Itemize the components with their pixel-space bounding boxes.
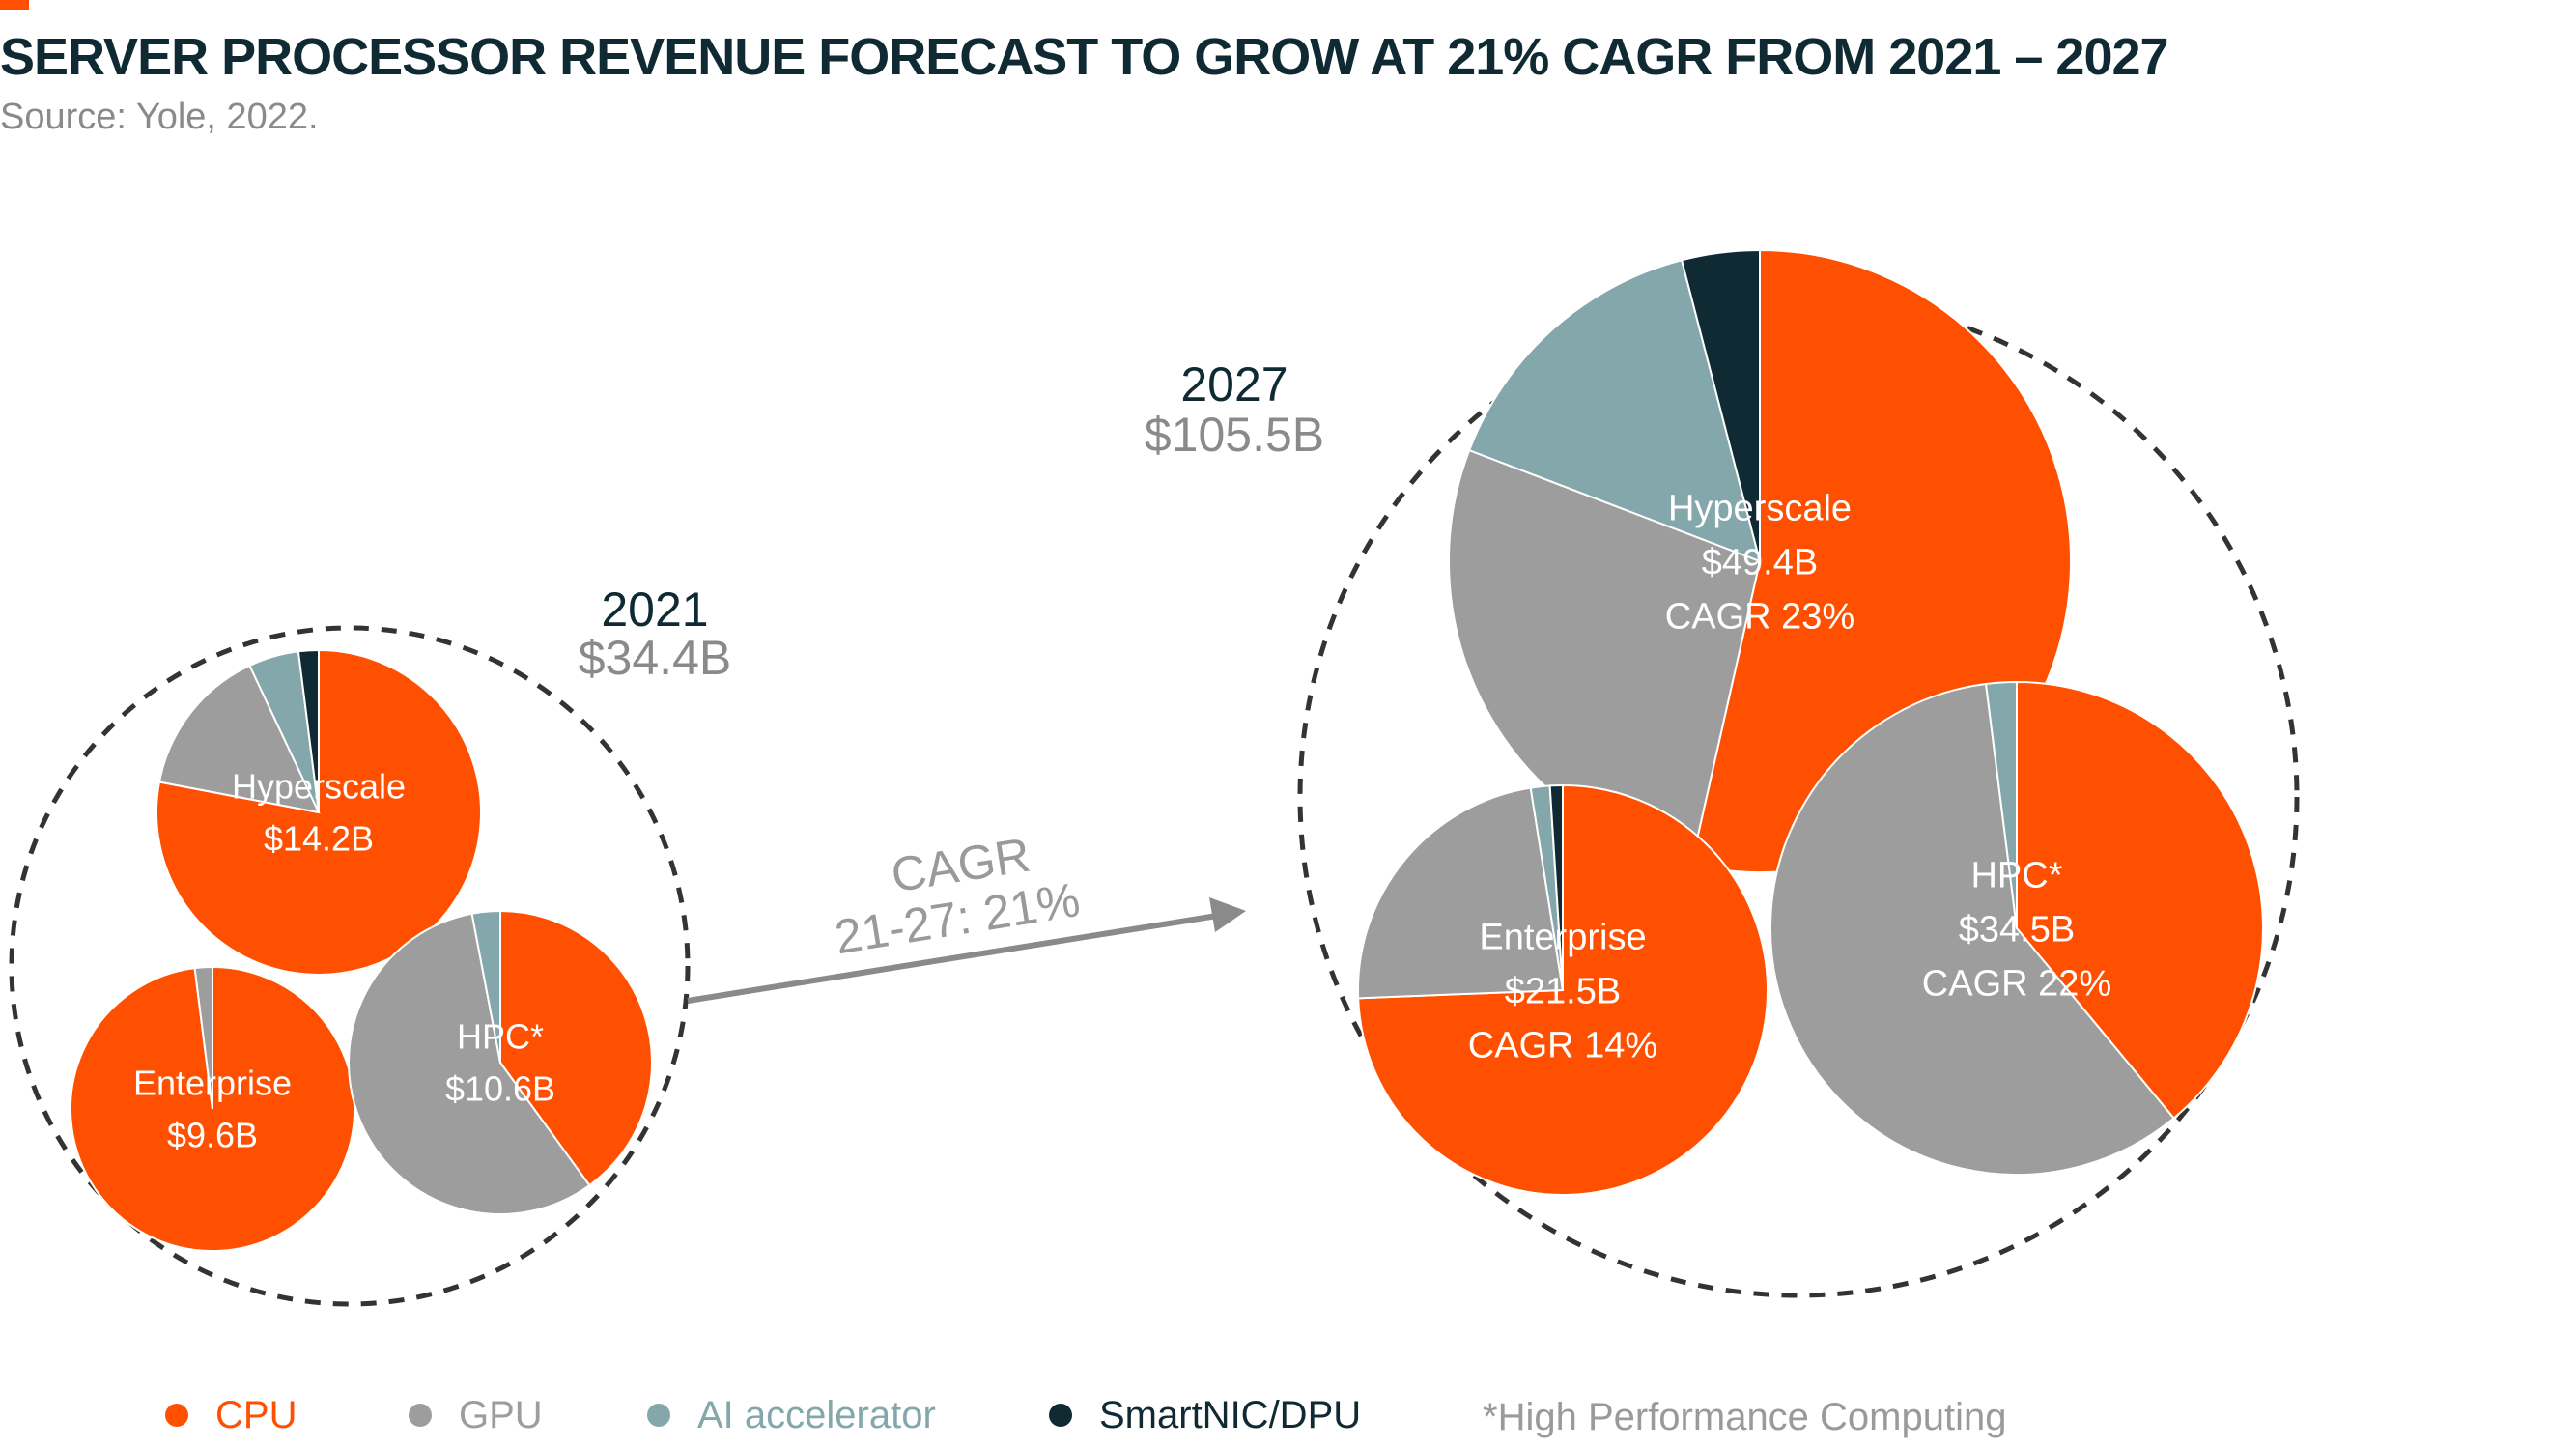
legend-marker-cpu	[165, 1404, 188, 1427]
pie-group	[9, 248, 2300, 1307]
year-total-2027: $105.5B	[1145, 408, 1324, 462]
segment-name-2027-hpc: HPC*	[1970, 855, 2062, 895]
legend-marker-ai-accelerator	[647, 1404, 670, 1427]
legend: CPU GPU AI accelerator SmartNIC/DPU *High Pe…	[165, 1394, 2006, 1438]
legend-marker-smartnic-dpu	[1049, 1404, 1072, 1427]
year-label-2027: 2027	[1180, 357, 1288, 412]
chart-source: Source: Yole, 2022.	[0, 97, 319, 137]
footnote: *High Performance Computing	[1483, 1396, 2006, 1438]
pie-slice-2021-hyperscale-smartnic-dpu	[297, 648, 320, 813]
segment-value-2021-enterprise: $9.6B	[167, 1116, 258, 1155]
pie-slice-2021-enterprise-gpu	[193, 965, 213, 1110]
pie-slice-2027-hpc-ai-accelerator	[1984, 680, 2018, 929]
segment-cagr-2027-hpc: CAGR 22%	[1922, 963, 2111, 1004]
legend-label-gpu: GPU	[459, 1394, 543, 1436]
segment-name-2027-hyperscale: Hyperscale	[1668, 488, 1852, 528]
segment-name-2027-enterprise: Enterprise	[1479, 917, 1646, 957]
year-label-2021: 2021	[601, 582, 708, 637]
segment-value-2021-hpc: $10.6B	[445, 1069, 555, 1109]
pie-slice-2021-hyperscale-gpu	[157, 664, 321, 814]
chart-title: SERVER PROCESSOR REVENUE FORECAST TO GRO…	[0, 28, 2169, 86]
segment-name-2021-hpc: HPC*	[457, 1017, 544, 1057]
segment-name-2021-hyperscale: Hyperscale	[232, 767, 406, 807]
legend-label-smartnic-dpu: SmartNIC/DPU	[1099, 1394, 1361, 1436]
segment-cagr-2027-enterprise: CAGR 14%	[1468, 1025, 1657, 1065]
pie-slice-2021-hpc-cpu	[499, 909, 653, 1187]
growth-arrow-head	[1209, 897, 1246, 932]
segment-value-2021-hyperscale: $14.2B	[264, 819, 374, 859]
segment-value-2027-hpc: $34.5B	[1959, 909, 2075, 950]
segment-value-2027-hyperscale: $49.4B	[1702, 542, 1818, 582]
segment-name-2021-enterprise: Enterprise	[133, 1064, 292, 1103]
pie-slice-2027-hpc-cpu	[2016, 680, 2264, 1120]
label-group: Hyperscale $14.2B Enterprise $9.6B HPC* $10.6…	[133, 357, 2111, 1155]
pie-slice-2027-hpc-gpu	[1769, 682, 2175, 1176]
year-2021-dashed-ring	[9, 625, 691, 1307]
growth-arrow-line	[687, 913, 1218, 1004]
pie-slice-2027-enterprise-smartnic-dpu	[1548, 783, 1564, 991]
pie-slice-2027-hyperscale-smartnic-dpu	[1680, 248, 1761, 562]
pie-slice-2027-enterprise-gpu	[1357, 786, 1565, 1000]
legend-label-cpu: CPU	[215, 1394, 297, 1436]
segment-value-2027-enterprise: $21.5B	[1505, 971, 1621, 1011]
segment-cagr-2027-hyperscale: CAGR 23%	[1665, 596, 1854, 637]
pie-slice-2027-hyperscale-ai-accelerator	[1467, 259, 1762, 563]
year-2027-dashed-ring	[1297, 296, 2300, 1298]
pie-slice-2021-hpc-gpu	[348, 912, 591, 1215]
legend-label-ai-accelerator: AI accelerator	[697, 1394, 936, 1436]
legend-marker-gpu	[409, 1404, 432, 1427]
accent-bar	[0, 0, 29, 10]
pie-slice-2021-hpc-ai-accelerator	[470, 909, 501, 1064]
year-total-2021: $34.4B	[579, 631, 731, 685]
